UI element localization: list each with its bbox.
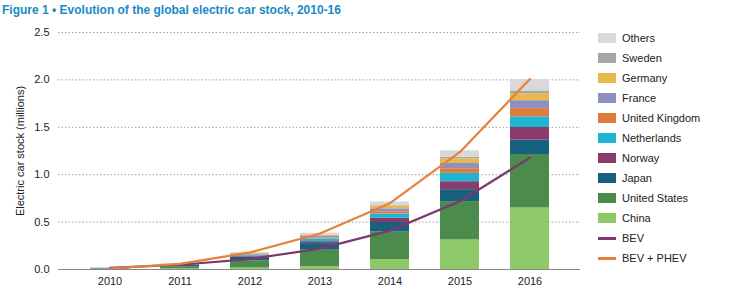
svg-text:0.0: 0.0 <box>34 263 49 275</box>
html-text:Others: Others <box>622 32 655 44</box>
svg-text:1.0: 1.0 <box>34 168 49 180</box>
html-text:France: France <box>622 92 657 104</box>
html-text:Netherlands: Netherlands <box>622 132 682 144</box>
svg-text:Electric car stock (millions): Electric car stock (millions) <box>14 86 26 216</box>
html-text:Japan: Japan <box>622 172 652 184</box>
html-text:China: China <box>622 212 651 224</box>
svg-text:2013: 2013 <box>308 275 332 287</box>
svg-text:0.5: 0.5 <box>34 216 49 228</box>
svg-text:2011: 2011 <box>168 275 192 287</box>
svg-text:2014: 2014 <box>378 275 402 287</box>
html-text:Sweden: Sweden <box>622 52 662 64</box>
html-text:Figure 1 • Evolution of the gl: Figure 1 • Evolution of the global elect… <box>2 3 341 17</box>
html-text:BEV: BEV <box>622 232 644 244</box>
svg-text:1.5: 1.5 <box>34 121 49 133</box>
svg-text:2.0: 2.0 <box>34 73 49 85</box>
svg-text:2010: 2010 <box>98 275 122 287</box>
html-text:Germany: Germany <box>622 72 668 84</box>
html-text:BEV + PHEV: BEV + PHEV <box>622 252 687 264</box>
svg-text:2015: 2015 <box>448 275 472 287</box>
html-text:United Kingdom: United Kingdom <box>622 112 701 124</box>
svg-text:2016: 2016 <box>518 275 542 287</box>
svg-text:2012: 2012 <box>238 275 262 287</box>
svg-text:2.5: 2.5 <box>34 26 49 38</box>
html-text:Norway: Norway <box>622 152 660 164</box>
html-text:United States: United States <box>622 192 688 204</box>
